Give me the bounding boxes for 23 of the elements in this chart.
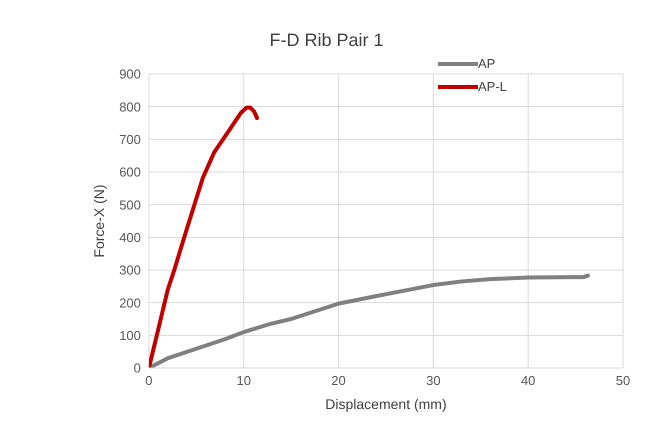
line-series bbox=[148, 106, 259, 368]
y-tick-label: 400 bbox=[119, 230, 141, 245]
line-series bbox=[148, 274, 590, 368]
y-tick-label: 100 bbox=[119, 328, 141, 343]
legend-label: AP bbox=[478, 56, 496, 71]
x-axis-title: Displacement (mm) bbox=[325, 396, 447, 412]
x-tick-label: 50 bbox=[616, 373, 630, 388]
y-tick-label: 300 bbox=[119, 262, 141, 278]
x-tick-label: 0 bbox=[145, 373, 153, 388]
y-axis-title: Force-X (N) bbox=[90, 184, 107, 258]
chart-title: F-D Rib Pair 1 bbox=[268, 30, 385, 51]
y-tick-label: 0 bbox=[134, 360, 141, 376]
y-tick-label: 200 bbox=[119, 295, 141, 310]
y-tick-label: 500 bbox=[119, 197, 141, 212]
x-tick-label: 20 bbox=[331, 373, 346, 388]
x-tick-label: 10 bbox=[236, 373, 251, 388]
x-tick-label: 40 bbox=[520, 373, 536, 388]
y-tick-label: 900 bbox=[119, 66, 141, 82]
y-tick-label: 600 bbox=[119, 164, 141, 180]
x-tick-label: 30 bbox=[426, 373, 441, 388]
legend-label: AP-L bbox=[478, 79, 507, 94]
y-tick-label: 800 bbox=[119, 99, 141, 114]
y-tick-label: 700 bbox=[119, 132, 141, 147]
